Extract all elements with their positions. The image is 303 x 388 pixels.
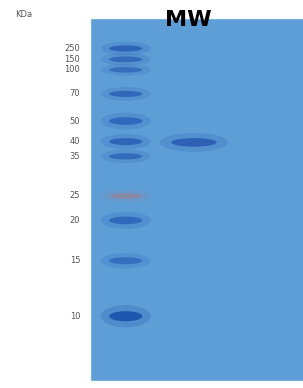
Text: 20: 20 bbox=[70, 216, 80, 225]
Text: 40: 40 bbox=[70, 137, 80, 146]
Ellipse shape bbox=[109, 257, 142, 264]
Text: 250: 250 bbox=[65, 44, 80, 53]
Ellipse shape bbox=[101, 113, 151, 130]
Ellipse shape bbox=[109, 153, 142, 159]
Text: 35: 35 bbox=[70, 152, 80, 161]
Ellipse shape bbox=[101, 87, 151, 101]
Ellipse shape bbox=[101, 42, 151, 55]
Ellipse shape bbox=[109, 138, 142, 145]
Text: 70: 70 bbox=[70, 89, 80, 99]
Ellipse shape bbox=[101, 212, 151, 229]
Text: 10: 10 bbox=[70, 312, 80, 321]
Ellipse shape bbox=[109, 311, 142, 321]
Text: 50: 50 bbox=[70, 116, 80, 126]
Ellipse shape bbox=[160, 133, 228, 152]
Ellipse shape bbox=[101, 253, 151, 268]
Ellipse shape bbox=[101, 305, 151, 327]
Ellipse shape bbox=[109, 56, 142, 62]
Text: 25: 25 bbox=[70, 191, 80, 201]
Ellipse shape bbox=[101, 134, 151, 149]
Text: 150: 150 bbox=[65, 55, 80, 64]
Ellipse shape bbox=[109, 117, 142, 125]
Text: 15: 15 bbox=[70, 256, 80, 265]
Ellipse shape bbox=[101, 190, 151, 203]
Ellipse shape bbox=[109, 91, 142, 97]
Ellipse shape bbox=[109, 217, 142, 224]
Ellipse shape bbox=[109, 67, 142, 73]
Text: 100: 100 bbox=[65, 65, 80, 74]
FancyBboxPatch shape bbox=[91, 19, 303, 380]
Ellipse shape bbox=[101, 53, 151, 66]
Ellipse shape bbox=[109, 193, 142, 199]
Text: KDa: KDa bbox=[15, 10, 32, 19]
Ellipse shape bbox=[101, 64, 151, 76]
Ellipse shape bbox=[171, 138, 217, 147]
Text: MW: MW bbox=[165, 10, 211, 30]
Ellipse shape bbox=[101, 149, 151, 163]
Ellipse shape bbox=[109, 45, 142, 52]
